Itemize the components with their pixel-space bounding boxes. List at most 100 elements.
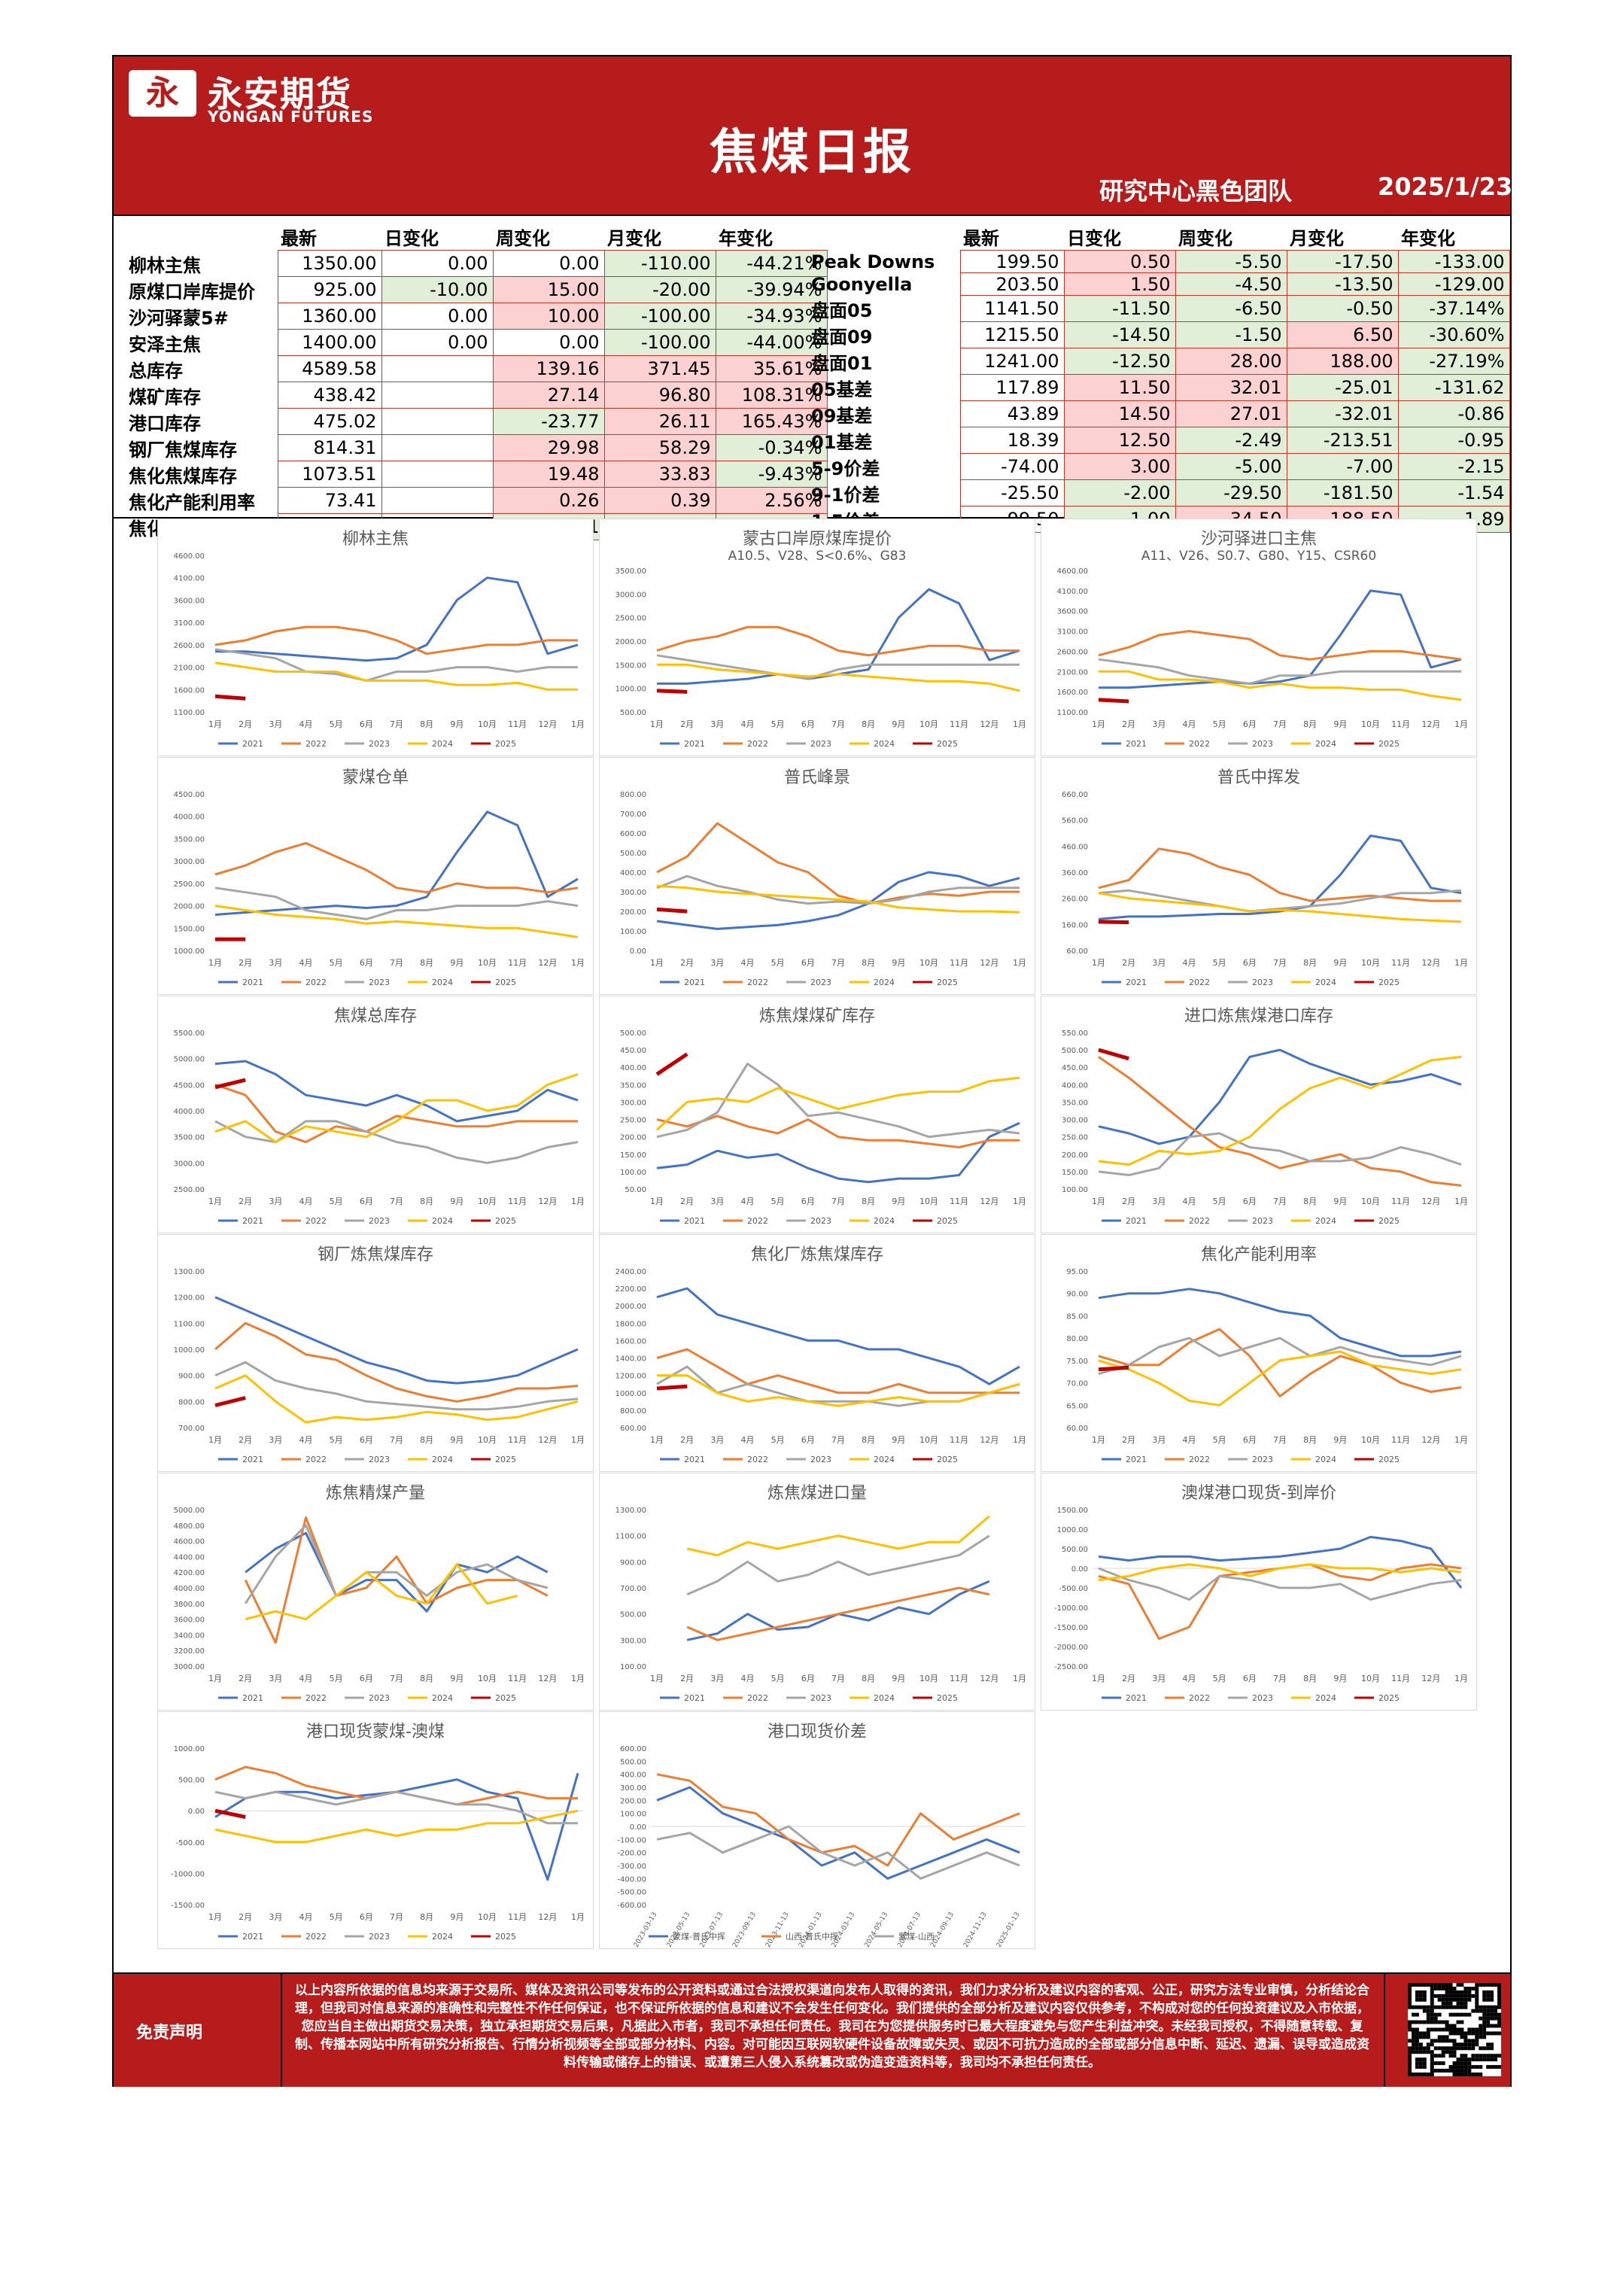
qr-module	[1460, 2072, 1464, 2076]
table-cell: -10.00	[381, 276, 494, 303]
qr-module	[1433, 2020, 1438, 2024]
chart-plot: 550.00 500.00 450.00 400.00 350.00 300.00 250.…	[1062, 1029, 1468, 1226]
series-line	[1098, 1563, 1462, 1582]
table-cell: 199.50	[959, 250, 1065, 273]
report-header: 永 永安期货 YONGAN FUTURES 焦煤日报 研究中心黑色团队 2025…	[114, 56, 1512, 216]
x-tick-label: 1月	[1013, 1674, 1026, 1683]
y-tick-label: 1200.00	[174, 1294, 205, 1303]
table-cell: 58.29	[603, 434, 716, 461]
y-tick-label: 500.00	[620, 1758, 646, 1766]
qr-module	[1433, 2046, 1438, 2051]
legend-label: 2023	[810, 1693, 831, 1703]
qr-module	[1408, 2061, 1412, 2066]
legend-label: 2022	[747, 1455, 768, 1464]
qr-module	[1422, 2072, 1427, 2076]
x-tick-label: 5月	[1213, 1674, 1226, 1683]
table-cell: -9.43%	[715, 461, 828, 488]
qr-module	[1448, 2001, 1453, 2006]
y-tick-label: 3100.00	[1057, 628, 1088, 637]
series-line	[656, 884, 1020, 914]
y-tick-label: -2000.00	[1054, 1644, 1088, 1652]
y-tick-label: -400.00	[617, 1875, 646, 1884]
qr-module	[1418, 2031, 1423, 2036]
qr-module	[1486, 2057, 1491, 2062]
table-cell: 6.50	[1286, 321, 1399, 348]
x-tick-label: 9月	[892, 719, 905, 729]
table-row: Peak Downs 199.50 0.50 -5.50 -17.50 -133.00	[811, 250, 1510, 273]
qr-module	[1422, 2046, 1427, 2051]
row-label: 钢厂焦煤库存	[129, 439, 237, 461]
x-tick-label: 2月	[239, 958, 252, 968]
qr-module	[1415, 1993, 1419, 1998]
legend-label: 2021	[242, 1216, 263, 1226]
x-tick-label: 8月	[420, 1912, 433, 1922]
qr-module	[1445, 1993, 1449, 1998]
y-tick-label: 100.00	[620, 1663, 646, 1671]
x-tick-label: 9月	[1333, 958, 1347, 968]
qr-module	[1422, 1997, 1427, 2002]
qr-module	[1408, 2005, 1412, 2009]
qr-module	[1467, 2061, 1472, 2066]
table-cell: -37.14%	[1397, 295, 1510, 322]
y-tick-label: 60.00	[1066, 947, 1088, 956]
x-tick-label: 6月	[360, 1435, 373, 1445]
chart-panel: 焦化厂炼焦煤库存 2400.00 2200.00 2000.00 1800.00 1600…	[599, 1234, 1035, 1472]
table-cell: -1.54	[1397, 479, 1510, 506]
chart-panel: 普氏峰景 800.00 700.00 600.00 500.00 400.00 300.00…	[599, 757, 1035, 995]
x-tick-label: 4月	[299, 1912, 313, 1922]
chart-plot: 600.00 500.00 400.00 300.00 200.00 100.00 0.00…	[617, 1745, 1026, 1949]
qr-module	[1452, 1997, 1457, 2002]
table-row: 01基差 18.39 12.50 -2.49 -213.51 -0.95	[811, 427, 1510, 454]
y-tick-label: 1500.00	[615, 661, 646, 670]
x-tick-label: 7月	[390, 1197, 403, 1206]
x-tick-label: 1月	[1013, 1435, 1026, 1445]
legend-label: 2024	[1315, 978, 1336, 987]
x-tick-label: 5月	[330, 958, 343, 968]
qr-module	[1411, 2012, 1415, 2017]
qr-module	[1482, 1993, 1487, 1998]
x-tick-label: 11月	[508, 719, 527, 729]
table-cell	[381, 408, 494, 435]
qr-module	[1415, 1983, 1419, 1987]
qr-module	[1482, 2020, 1487, 2024]
qr-module	[1448, 2027, 1453, 2032]
qr-module	[1479, 2031, 1483, 2036]
y-tick-label: 700.00	[620, 810, 646, 819]
qr-module	[1486, 2046, 1491, 2051]
x-tick-label: 7月	[390, 958, 403, 968]
y-tick-label: 1300.00	[174, 1268, 205, 1276]
qr-module	[1471, 2046, 1476, 2051]
chart-title: 炼焦精煤产量	[325, 1484, 425, 1503]
y-tick-label: 450.00	[1062, 1064, 1088, 1072]
qr-module	[1486, 2031, 1491, 2036]
x-tick-label: 5月	[330, 1197, 343, 1206]
legend-label: 2024	[1315, 1693, 1336, 1703]
chart-title: 沙河驿进口主焦	[1200, 530, 1317, 549]
y-tick-label: 65.00	[1066, 1402, 1088, 1410]
qr-module	[1490, 1997, 1494, 2002]
qr-module	[1471, 2042, 1476, 2047]
series-line	[1098, 1535, 1463, 1589]
x-tick-label: 8月	[420, 958, 433, 968]
table-cell: -25.50	[959, 479, 1065, 506]
legend-label: 2025	[1378, 1216, 1400, 1226]
qr-module	[1482, 2046, 1487, 2051]
qr-module	[1430, 2069, 1434, 2073]
x-tick-label: 9月	[450, 1435, 463, 1445]
x-tick-label: 4月	[299, 1674, 313, 1683]
y-tick-label: 0.00	[630, 1823, 646, 1832]
series-line	[657, 663, 1020, 692]
row-label: 5-9价差	[811, 458, 880, 479]
y-tick-label: 200.00	[1062, 1151, 1088, 1160]
qr-module	[1460, 2061, 1464, 2066]
legend-label: 2023	[369, 739, 390, 749]
series-line	[656, 625, 1020, 657]
series-line	[1098, 847, 1461, 902]
x-tick-label: 9月	[450, 1197, 463, 1206]
x-tick-label: 11月	[508, 1197, 527, 1206]
qr-module	[1430, 1986, 1434, 1990]
table-row: 安泽主焦 1400.00 0.00 0.00 -100.00 -44.00%	[129, 329, 828, 356]
team-name: 研究中心黑色团队	[1099, 177, 1293, 205]
qr-module	[1456, 2012, 1460, 2017]
y-tick-label: 500.00	[620, 1029, 646, 1038]
